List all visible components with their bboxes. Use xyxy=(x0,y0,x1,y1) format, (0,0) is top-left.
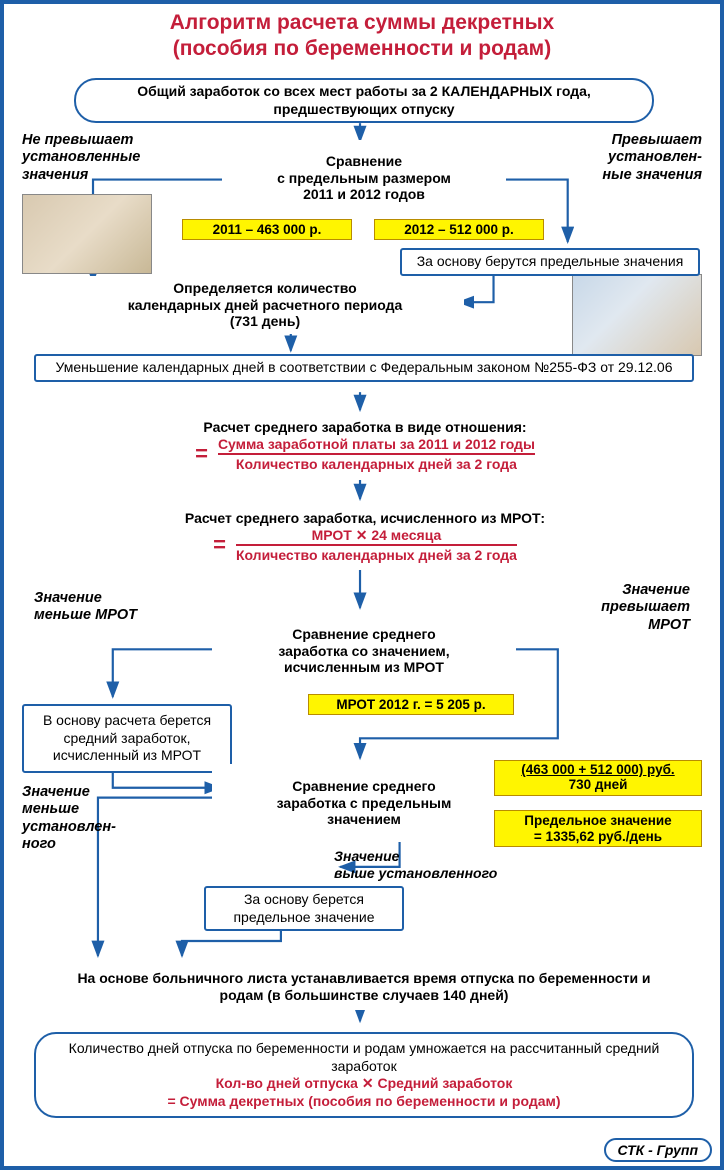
label-exceed: Превышаетустановлен-ные значения xyxy=(552,132,702,184)
highlight-mrot-value: МРОТ 2012 г. = 5 205 р. xyxy=(308,694,514,715)
node-days-count: Определяется количествокалендарных дней … xyxy=(66,276,464,334)
label-below-mrot: Значениеменьше МРОТ xyxy=(34,590,137,625)
label-above-mrot: ЗначениепревышаетМРОТ xyxy=(601,582,690,634)
photo-decorative-1 xyxy=(22,194,152,274)
footer-brand: СТК - Групп xyxy=(604,1138,713,1162)
node-avg-earnings-formula: Расчет среднего заработка в виде отношен… xyxy=(58,412,672,480)
equals-sign: = xyxy=(195,441,208,467)
title-line1: Алгоритм расчета суммы декретных xyxy=(170,11,554,34)
label-not-exceed: Не превышаетустановленныезначения xyxy=(22,132,172,184)
highlight-limit-2012: 2012 – 512 000 р. xyxy=(374,219,544,240)
decision-compare-mrot: Сравнение среднегозаработка со значением… xyxy=(212,612,516,690)
node-total-earnings: Общий заработок со всех мест работы за 2… xyxy=(74,78,654,123)
node-sick-leave-days: На основе больничного листа устанавливае… xyxy=(34,964,694,1010)
label-below-limit: Значениеменьшеустановлен-ного xyxy=(22,784,116,854)
node-use-mrot: В основу расчета берется средний заработ… xyxy=(22,704,232,773)
highlight-daily-cap: Предельное значение= 1335,62 руб./день xyxy=(494,810,702,847)
decision-compare-cap: Сравнение среднегозаработка с предельным… xyxy=(212,764,516,842)
node-mrot-formula: Расчет среднего заработка, исчисленного … xyxy=(58,504,672,570)
highlight-limit-2011: 2011 – 463 000 р. xyxy=(182,219,352,240)
node-reduce-days: Уменьшение календарных дней в соответств… xyxy=(34,354,694,382)
equals-sign-2: = xyxy=(213,532,226,558)
node-use-cap: За основу берется предельное значение xyxy=(204,886,404,931)
label-above-limit: Значениевыше установленного xyxy=(334,848,497,882)
decision-compare-limit: Сравнениес предельным размером2011 и 201… xyxy=(222,140,506,216)
title-line2: (пособия по беременности и родам) xyxy=(173,37,551,60)
node-result: Количество дней отпуска по беременности … xyxy=(34,1032,694,1118)
photo-decorative-2 xyxy=(572,274,702,356)
node-use-limit-values: За основу берутся предельные значения xyxy=(400,248,700,276)
highlight-sum-calc: (463 000 + 512 000) руб.730 дней xyxy=(494,760,702,796)
